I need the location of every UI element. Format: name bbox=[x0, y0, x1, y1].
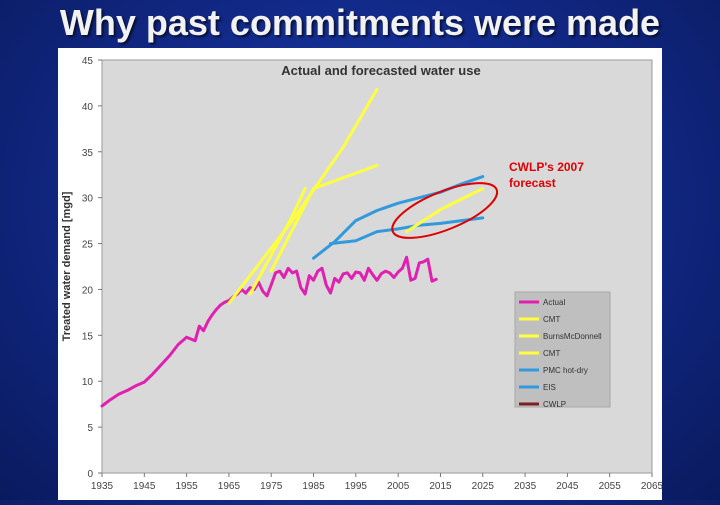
x-tick-label: 1955 bbox=[175, 481, 198, 492]
x-tick-label: 2005 bbox=[387, 481, 410, 492]
series-line-cwlp-6 bbox=[405, 187, 485, 234]
x-tick-label: 2045 bbox=[556, 481, 579, 492]
legend-entry: CMT bbox=[543, 315, 560, 324]
y-tick-label: 30 bbox=[82, 194, 94, 205]
x-tick-label: 1935 bbox=[91, 481, 114, 492]
chart-panel: 0 5 10 15 20 25 30 35 40 45 1935 1945 1955 1965 1975 19… bbox=[58, 48, 664, 500]
series-line-actual-0 bbox=[100, 255, 438, 408]
y-tick-label: 10 bbox=[82, 377, 94, 388]
forecast-ellipse bbox=[391, 182, 499, 239]
x-tick-label: 2035 bbox=[514, 481, 537, 492]
legend-box bbox=[514, 291, 611, 408]
y-tick-label: 20 bbox=[82, 285, 94, 296]
y-tick-label: 35 bbox=[82, 148, 94, 159]
annotation-label-line1: CWLP's 2007 bbox=[509, 160, 584, 174]
legend-entry: PMC hot-dry bbox=[543, 366, 588, 375]
legend-entry: BurnsMcDonnell bbox=[543, 332, 602, 341]
series-line-burnsmcdonnell-2 bbox=[269, 164, 379, 273]
series-line-cmt-1 bbox=[227, 87, 379, 305]
x-tick-label: 2015 bbox=[429, 481, 452, 492]
x-tick-label: 1965 bbox=[218, 481, 241, 492]
y-tick-label: 40 bbox=[82, 102, 94, 113]
legend-entry: CWLP bbox=[543, 400, 566, 409]
annotation-label-line2: forecast bbox=[509, 176, 556, 190]
y-axis-label: Treated water demand [mgd] bbox=[61, 191, 73, 341]
legend-entry: CMT bbox=[543, 349, 560, 358]
y-tick-label: 5 bbox=[87, 423, 93, 434]
legend-entry: EIS bbox=[543, 383, 556, 392]
x-tick-label: 1945 bbox=[133, 481, 156, 492]
y-tick-label: 0 bbox=[87, 469, 93, 480]
y-tick-label: 45 bbox=[82, 56, 94, 67]
x-tick-label: 1975 bbox=[260, 481, 283, 492]
chart-title: Actual and forecasted water use bbox=[281, 63, 480, 78]
series-line-eis-5 bbox=[329, 216, 485, 246]
x-tick-label: 1985 bbox=[302, 481, 325, 492]
plot-area bbox=[101, 59, 653, 474]
y-tick-label: 25 bbox=[82, 240, 94, 251]
x-tick-label: 2055 bbox=[599, 481, 622, 492]
x-tick-label: 2065 bbox=[641, 481, 662, 492]
x-tick-label: 1995 bbox=[345, 481, 368, 492]
y-tick-label: 15 bbox=[82, 331, 94, 342]
slide-title: Why past commitments were made bbox=[59, 2, 661, 43]
x-tick-label: 2025 bbox=[472, 481, 495, 492]
series-line-cmt-3 bbox=[248, 187, 307, 296]
legend-entry: Actual bbox=[543, 298, 565, 307]
